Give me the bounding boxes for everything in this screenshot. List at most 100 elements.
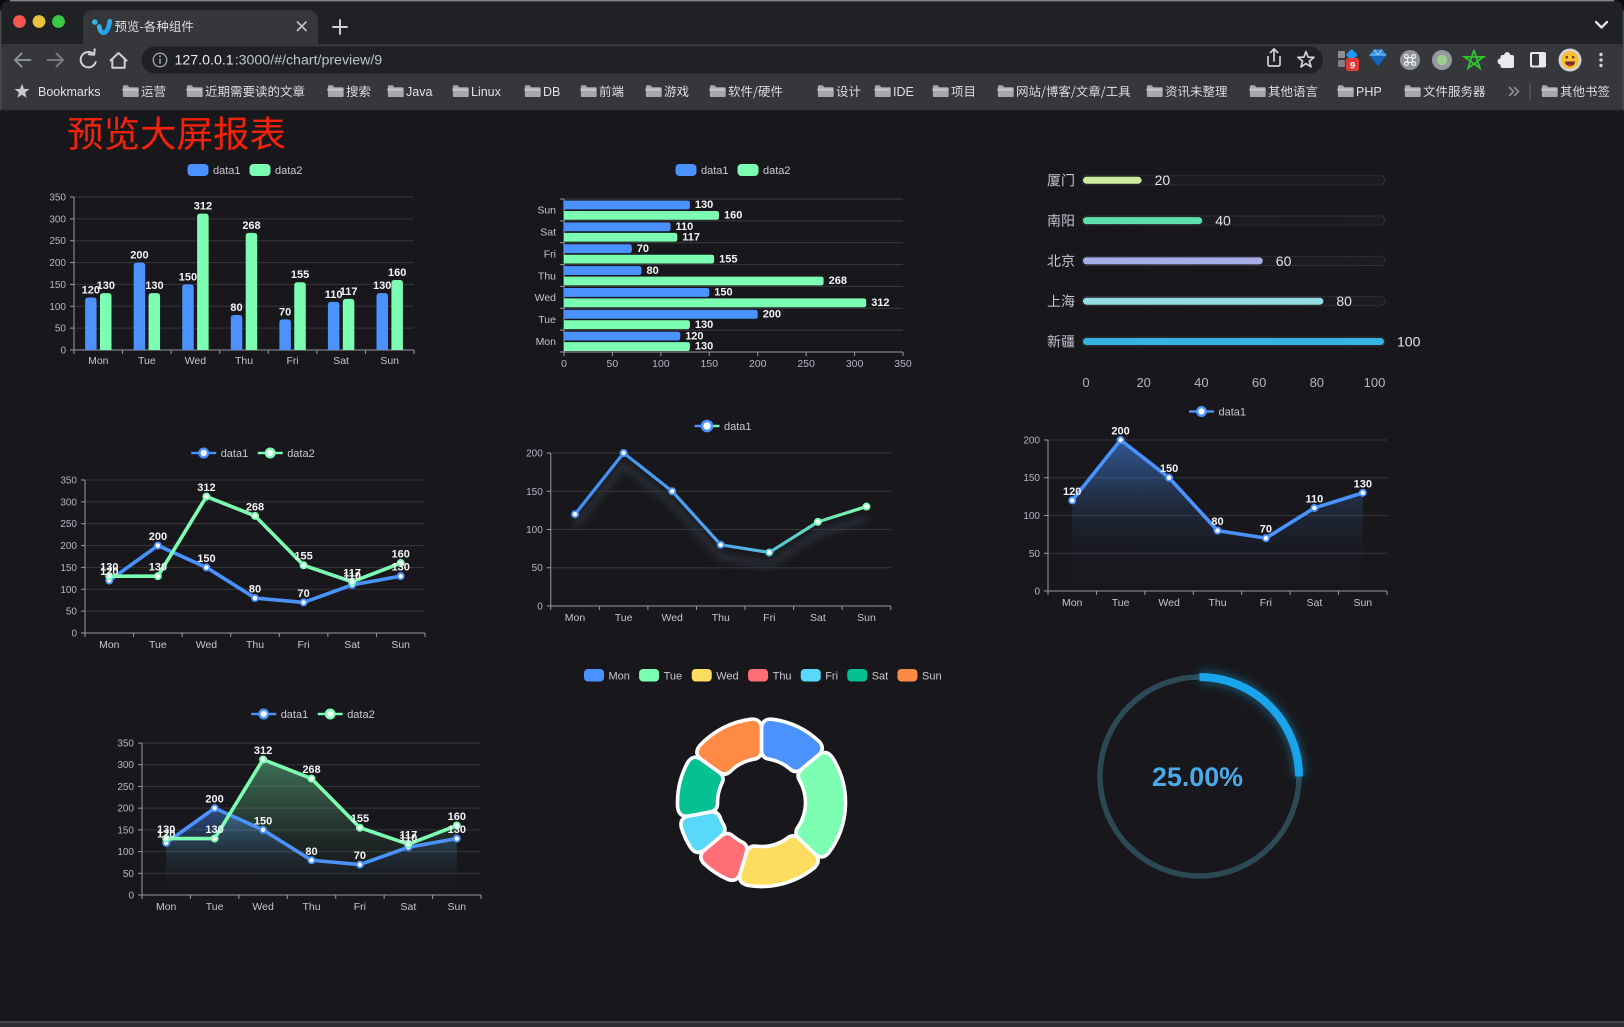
svg-text:130: 130	[97, 280, 115, 292]
svg-text:Sun: Sun	[391, 639, 410, 651]
svg-text:100: 100	[1364, 375, 1386, 390]
svg-text:Sun: Sun	[922, 671, 942, 683]
svg-text:80: 80	[230, 302, 242, 314]
svg-text:100: 100	[117, 847, 134, 858]
svg-text:Sat: Sat	[401, 901, 417, 913]
svg-text:70: 70	[279, 306, 291, 318]
svg-text:120: 120	[685, 330, 703, 342]
svg-text:Thu: Thu	[246, 639, 264, 651]
svg-text:70: 70	[637, 243, 649, 255]
svg-text:160: 160	[388, 267, 406, 279]
svg-text:100: 100	[652, 358, 670, 370]
svg-text:200: 200	[526, 449, 543, 460]
svg-text:117: 117	[343, 567, 361, 579]
svg-text:50: 50	[1029, 549, 1041, 560]
svg-text:150: 150	[1023, 473, 1040, 484]
svg-text:312: 312	[197, 482, 215, 494]
svg-text:120: 120	[82, 285, 100, 297]
svg-text:Wed: Wed	[196, 639, 218, 651]
svg-text:80: 80	[1336, 293, 1352, 309]
svg-text:155: 155	[719, 253, 737, 265]
svg-text:9: 9	[1350, 61, 1355, 72]
svg-text:300: 300	[117, 760, 134, 771]
svg-text:200: 200	[1111, 426, 1129, 438]
svg-text:40: 40	[1194, 375, 1208, 390]
svg-text:160: 160	[392, 549, 410, 561]
svg-text:50: 50	[66, 607, 78, 618]
svg-text:Tue: Tue	[138, 355, 156, 367]
svg-text:20: 20	[1136, 375, 1150, 390]
svg-text:130: 130	[695, 199, 713, 211]
svg-text::3000/#/chart/preview/9: :3000/#/chart/preview/9	[235, 53, 383, 69]
svg-text:200: 200	[149, 531, 167, 543]
svg-text:50: 50	[123, 869, 135, 880]
svg-text:200: 200	[49, 258, 66, 269]
svg-text:130: 130	[145, 280, 163, 292]
svg-text:200: 200	[205, 794, 223, 806]
svg-text:80: 80	[647, 265, 659, 277]
svg-text:PHP: PHP	[1356, 85, 1382, 99]
svg-text:155: 155	[351, 813, 369, 825]
svg-text:0: 0	[537, 602, 543, 613]
svg-text:Sun: Sun	[447, 901, 466, 913]
svg-text:Linux: Linux	[471, 85, 502, 99]
svg-text:Sat: Sat	[1307, 597, 1323, 609]
svg-text:200: 200	[117, 804, 134, 815]
svg-text:130: 130	[157, 824, 175, 836]
svg-text:300: 300	[60, 497, 77, 508]
svg-text:0: 0	[60, 346, 66, 357]
svg-text:Wed: Wed	[1158, 597, 1180, 609]
svg-text:120: 120	[100, 566, 118, 578]
svg-text:Tue: Tue	[149, 639, 167, 651]
svg-text:155: 155	[291, 269, 309, 281]
svg-text:Sun: Sun	[380, 355, 399, 367]
svg-text:Mon: Mon	[88, 355, 109, 367]
svg-text:Fri: Fri	[825, 671, 838, 683]
svg-text:150: 150	[714, 287, 732, 299]
svg-text:250: 250	[60, 519, 77, 530]
svg-text:100: 100	[1397, 333, 1421, 349]
svg-text:25.00%: 25.00%	[1152, 762, 1243, 792]
svg-text:200: 200	[1023, 436, 1040, 447]
svg-text:Mon: Mon	[156, 901, 177, 913]
svg-text:Fri: Fri	[1260, 597, 1272, 609]
svg-text:130: 130	[695, 341, 713, 353]
svg-text:Mon: Mon	[565, 612, 586, 624]
svg-text:Java: Java	[406, 85, 432, 99]
svg-text:200: 200	[130, 250, 148, 262]
svg-text:117: 117	[682, 232, 700, 244]
svg-text:300: 300	[846, 358, 864, 370]
svg-text:350: 350	[117, 739, 134, 750]
svg-text:200: 200	[60, 541, 77, 552]
svg-text:268: 268	[829, 275, 847, 287]
svg-text:150: 150	[179, 271, 197, 283]
svg-text:110: 110	[325, 289, 343, 301]
svg-text:150: 150	[117, 825, 134, 836]
svg-text:0: 0	[1082, 375, 1089, 390]
svg-text:312: 312	[194, 201, 212, 213]
svg-text:130: 130	[373, 280, 391, 292]
svg-text:130: 130	[149, 562, 167, 574]
svg-text:200: 200	[749, 358, 767, 370]
svg-text:Sat: Sat	[872, 671, 889, 683]
svg-text:Sun: Sun	[537, 205, 556, 217]
svg-text:DB: DB	[543, 85, 560, 99]
svg-text:data2: data2	[275, 165, 303, 177]
svg-text:268: 268	[302, 764, 320, 776]
svg-text:Tue: Tue	[206, 901, 224, 913]
svg-text:130: 130	[1354, 478, 1372, 490]
svg-text:268: 268	[246, 501, 264, 513]
svg-text:160: 160	[448, 811, 466, 823]
svg-text:70: 70	[297, 588, 309, 600]
svg-text:data1: data1	[281, 709, 309, 721]
svg-text:0: 0	[561, 358, 567, 370]
svg-text:data2: data2	[347, 709, 375, 721]
svg-text:data2: data2	[287, 448, 315, 460]
svg-text:Mon: Mon	[609, 671, 630, 683]
svg-text:150: 150	[60, 563, 77, 574]
svg-text:Fri: Fri	[354, 901, 366, 913]
svg-text:Sun: Sun	[857, 612, 876, 624]
svg-text:100: 100	[526, 525, 543, 536]
svg-text:350: 350	[49, 193, 66, 204]
svg-text:100: 100	[60, 585, 77, 596]
